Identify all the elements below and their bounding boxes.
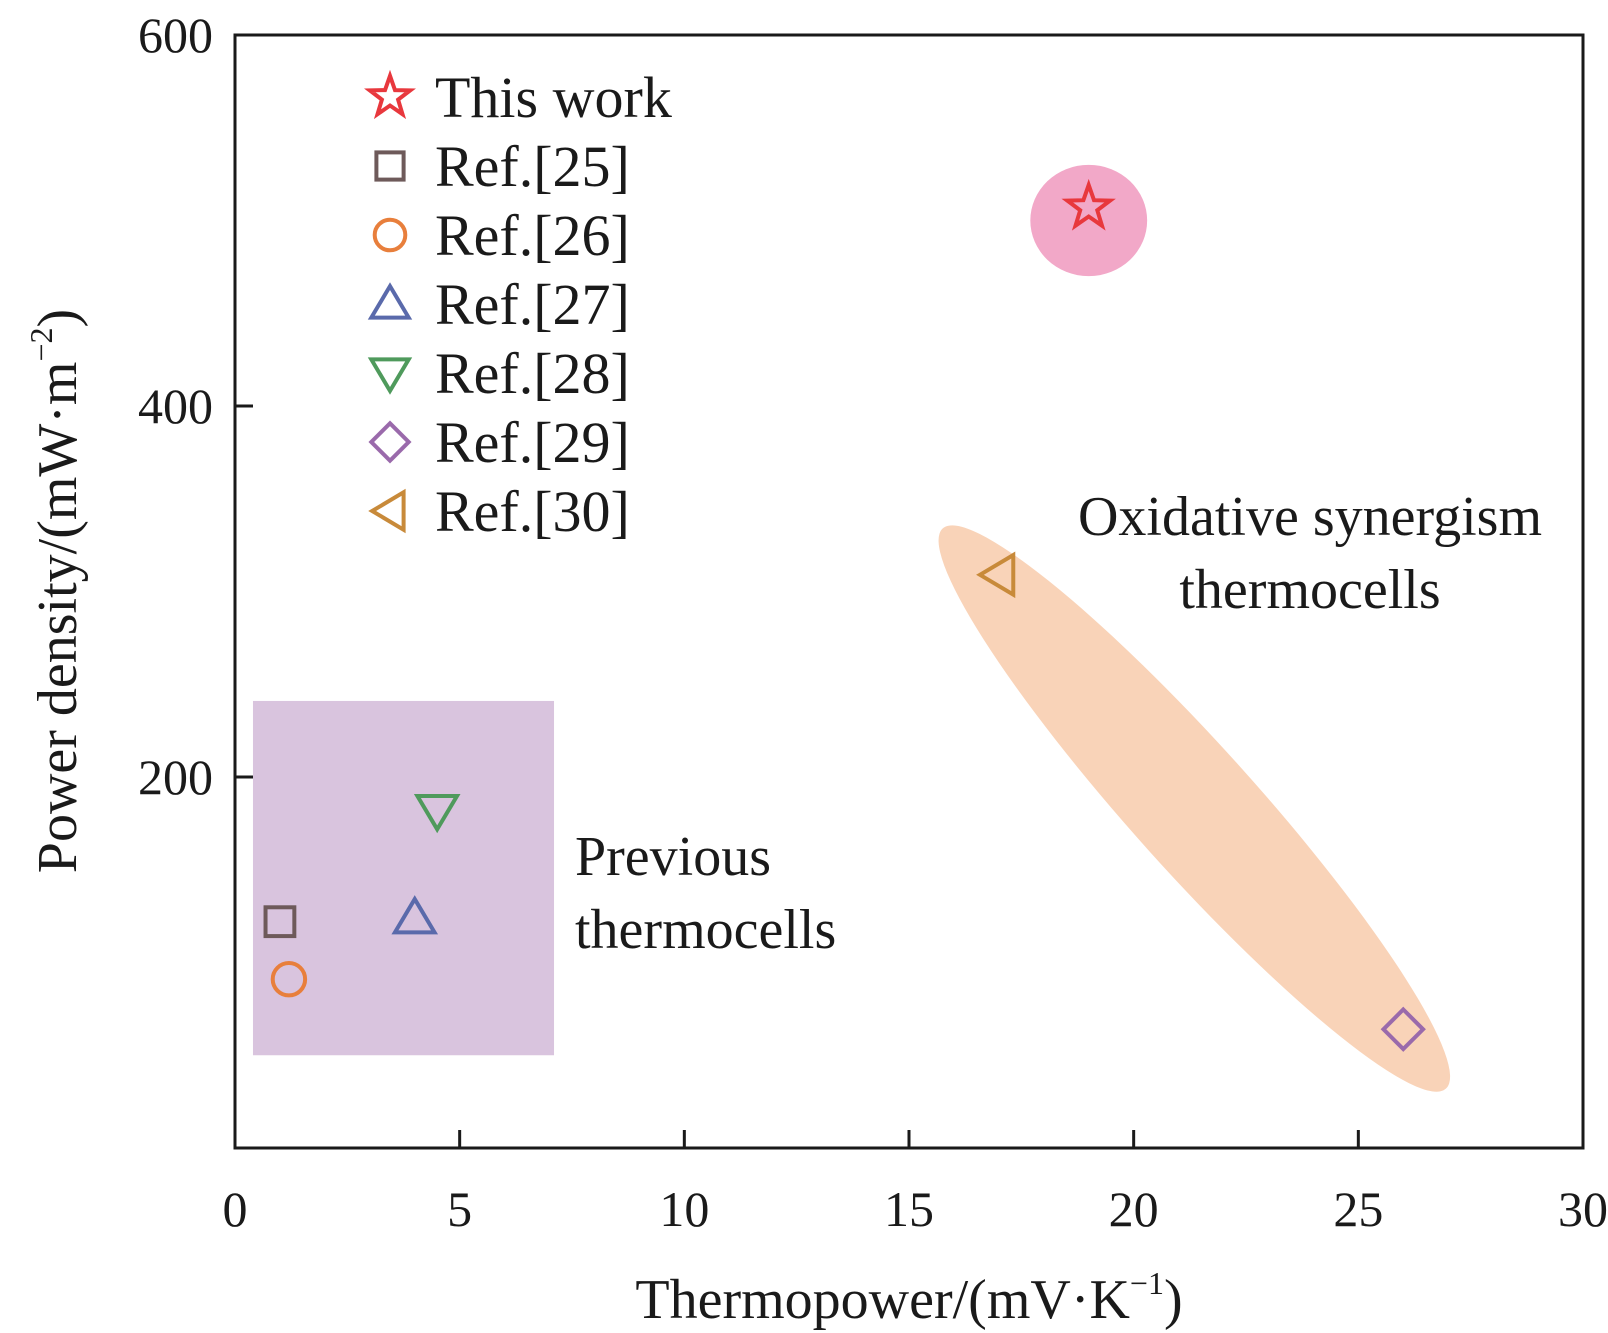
x-tick-label: 15	[884, 1181, 934, 1237]
legend-marker-triangle-left	[368, 488, 406, 534]
annotation-text: Oxidative synergism	[1078, 486, 1542, 548]
y-tick-label: 200	[138, 749, 213, 805]
legend-marker-circle	[372, 217, 408, 253]
x-tick-label: 25	[1333, 1181, 1383, 1237]
legend-entry-label: This work	[435, 65, 672, 130]
legend: This workRef.[25]Ref.[26]Ref.[27]Ref.[28…	[364, 65, 672, 544]
data-markers	[263, 178, 1426, 1052]
legend-entry-label: Ref.[29]	[435, 410, 630, 475]
legend-entry-label: Ref.[26]	[435, 203, 630, 268]
y-tick-label: 600	[138, 7, 213, 63]
x-axis-label: Thermopower/(mV·K−1)	[635, 1265, 1182, 1331]
x-tick-label: 20	[1109, 1181, 1159, 1237]
legend-marker-star	[364, 69, 416, 120]
annotation-text: Previous	[575, 826, 771, 888]
legend-marker-diamond	[368, 420, 412, 464]
legend-entry-label: Ref.[27]	[435, 272, 630, 337]
highlight-regions	[252, 164, 1451, 1092]
legend-entry-label: Ref.[30]	[435, 479, 630, 544]
highlight-region-ellipse	[938, 525, 1451, 1092]
x-tick-label: 5	[447, 1181, 472, 1237]
legend-marker-triangle-down	[367, 357, 413, 395]
annotation-text: thermocells	[1179, 559, 1440, 621]
x-tick-label: 30	[1558, 1181, 1608, 1237]
annotations: Previous thermocells Oxidative synergism th…	[575, 486, 1542, 961]
annotation-text: thermocells	[575, 899, 836, 961]
data-point-triangle-down	[413, 793, 461, 834]
highlight-region-rect	[252, 700, 555, 1056]
x-tick-label: 10	[659, 1181, 709, 1237]
data-point-circle	[270, 960, 308, 998]
legend-marker-triangle-up	[367, 282, 413, 320]
y-axis-label: Power density/(mW·m−2)	[23, 309, 89, 873]
axis-ticks: 0 5 10 15 20 25 30 200 400 600	[138, 7, 1608, 1237]
legend-marker-square	[374, 150, 406, 182]
legend-entry-label: Ref.[25]	[435, 134, 630, 199]
x-tick-label: 0	[223, 1181, 248, 1237]
data-point-triangle-left	[976, 551, 1016, 599]
data-point-diamond	[1380, 1006, 1426, 1052]
data-point-square	[263, 905, 297, 939]
highlight-region-circle	[1030, 164, 1148, 277]
data-point-star	[1061, 178, 1116, 231]
y-tick-label: 400	[138, 378, 213, 434]
data-point-triangle-up	[391, 895, 439, 935]
legend-entry-label: Ref.[28]	[435, 341, 630, 406]
